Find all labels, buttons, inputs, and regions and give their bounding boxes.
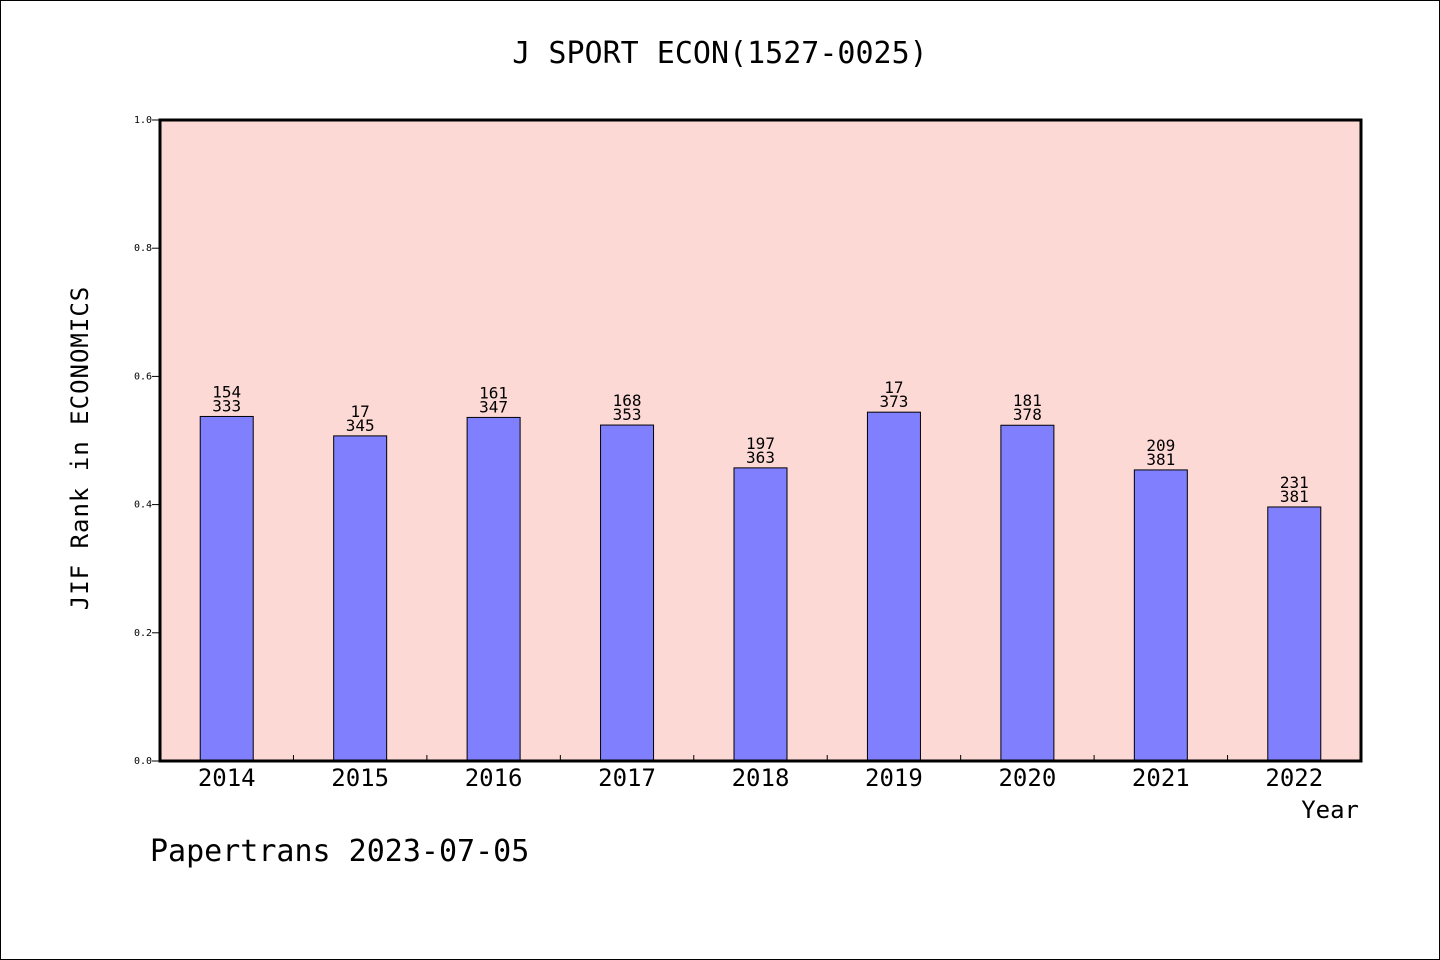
bar — [333, 435, 388, 762]
bar-total-label: 347 — [479, 397, 508, 416]
bar — [733, 467, 788, 762]
y-tick-label: 1.0 — [134, 115, 152, 126]
y-tick-label: 0.4 — [134, 500, 152, 511]
chart-title: J SPORT ECON(1527-0025) — [512, 36, 928, 71]
x-tick-label: 2016 — [465, 764, 523, 792]
bar — [866, 411, 921, 762]
bar — [1133, 469, 1188, 762]
bar — [466, 416, 521, 762]
bar — [199, 415, 254, 762]
x-tick-label: 2017 — [598, 764, 656, 792]
bar-rank-label: 161 — [479, 383, 508, 402]
bar-total-label: 333 — [212, 396, 241, 415]
x-tick-label: 2021 — [1132, 764, 1190, 792]
x-tick-label: 2015 — [331, 764, 389, 792]
bar-total-label: 353 — [613, 405, 642, 424]
y-tick-label: 0.8 — [134, 243, 152, 254]
bar-rank-label: 168 — [613, 391, 642, 410]
bar-rank-label: 181 — [1013, 391, 1042, 410]
x-tick-label: 2022 — [1265, 764, 1323, 792]
bar-total-label: 363 — [746, 448, 775, 467]
bar-rank-label: 197 — [746, 434, 775, 453]
bar-total-label: 381 — [1146, 450, 1175, 469]
y-tick-label: 0.0 — [134, 756, 152, 767]
x-tick-label: 2018 — [732, 764, 790, 792]
bar-rank-label: 154 — [212, 382, 241, 401]
x-tick-label: 2014 — [198, 764, 256, 792]
bar-rank-label: 17 — [884, 378, 903, 397]
bar-rank-label: 17 — [351, 402, 370, 421]
bar-rank-label: 209 — [1146, 436, 1175, 455]
x-tick-label: 2020 — [998, 764, 1056, 792]
bar-total-label: 345 — [346, 416, 375, 435]
bar — [1000, 424, 1055, 762]
bar — [600, 424, 655, 762]
y-tick-label: 0.6 — [134, 371, 152, 382]
x-axis: 2014 2015 2016 2017 2018 2019 2020 2021 2022 — [198, 755, 1323, 792]
y-axis: 0.0 0.2 0.4 0.6 0.8 1.0 — [134, 115, 160, 767]
bar-total-label: 373 — [879, 392, 908, 411]
bar-total-label: 381 — [1280, 487, 1309, 506]
plot-border — [158, 118, 1363, 763]
bar-rank-label: 231 — [1280, 473, 1309, 492]
y-tick-label: 0.2 — [134, 628, 152, 639]
x-tick-label: 2019 — [865, 764, 923, 792]
footer-credit: Papertrans 2023-07-05 — [150, 834, 530, 869]
x-axis-label: Year — [1301, 796, 1359, 824]
bar — [1267, 506, 1322, 762]
bar-total-label: 378 — [1013, 405, 1042, 424]
